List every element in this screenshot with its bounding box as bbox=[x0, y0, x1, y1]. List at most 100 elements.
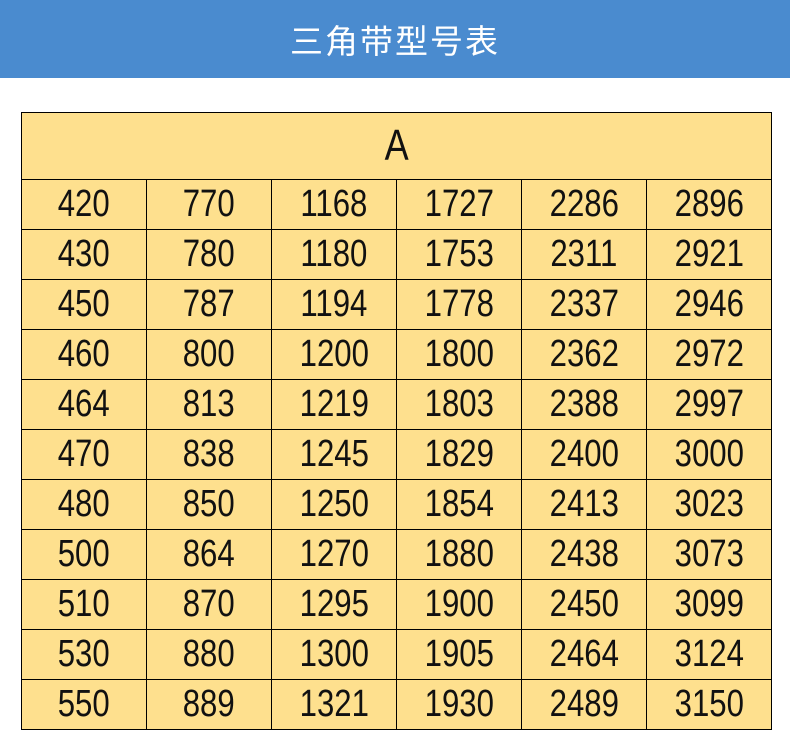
table-cell: 1245 bbox=[271, 429, 397, 480]
table-row: 420 770 1168 1727 2286 2896 bbox=[21, 179, 772, 230]
cell-value: 460 bbox=[58, 333, 110, 375]
table-group-header-row: A bbox=[21, 112, 772, 180]
table-row: 550 889 1321 1930 2489 3150 bbox=[21, 679, 772, 730]
table-cell: 2413 bbox=[521, 479, 647, 530]
cell-value: 550 bbox=[58, 683, 110, 725]
cell-value: 1180 bbox=[300, 233, 368, 275]
table-cell: 1803 bbox=[396, 379, 522, 430]
cell-value: 1800 bbox=[424, 333, 494, 375]
cell-value: 1900 bbox=[424, 583, 494, 625]
cell-value: 1803 bbox=[424, 383, 494, 425]
cell-value: 2450 bbox=[549, 583, 619, 625]
table-cell: 2896 bbox=[646, 179, 772, 230]
table-cell: 889 bbox=[146, 679, 272, 730]
table-cell: 430 bbox=[21, 229, 147, 280]
cell-value: 3124 bbox=[674, 633, 744, 675]
cell-value: 1880 bbox=[424, 533, 494, 575]
table-cell: 464 bbox=[21, 379, 147, 430]
table-cell: 2400 bbox=[521, 429, 647, 480]
page-header: 三角带型号表 bbox=[0, 0, 790, 78]
table-cell: 2489 bbox=[521, 679, 647, 730]
cell-value: 1200 bbox=[299, 333, 369, 375]
cell-value: 480 bbox=[58, 483, 110, 525]
cell-value: 813 bbox=[183, 383, 235, 425]
group-title: A bbox=[384, 121, 409, 170]
table-cell: 3000 bbox=[646, 429, 772, 480]
table-cell: 838 bbox=[146, 429, 272, 480]
table-cell: 2438 bbox=[521, 529, 647, 580]
table-row: 480 850 1250 1854 2413 3023 bbox=[21, 479, 772, 530]
table-row: 470 838 1245 1829 2400 3000 bbox=[21, 429, 772, 480]
table-cell: 2997 bbox=[646, 379, 772, 430]
cell-value: 1753 bbox=[424, 233, 494, 275]
table-cell: 2450 bbox=[521, 579, 647, 630]
cell-value: 1778 bbox=[424, 283, 494, 325]
table-row: 530 880 1300 1905 2464 3124 bbox=[21, 629, 772, 680]
table-cell: 1800 bbox=[396, 329, 522, 380]
cell-value: 1321 bbox=[299, 683, 369, 725]
cell-value: 1194 bbox=[300, 283, 368, 325]
table-cell: 470 bbox=[21, 429, 147, 480]
cell-value: 3023 bbox=[674, 483, 744, 525]
table-cell: 3023 bbox=[646, 479, 772, 530]
cell-value: 2362 bbox=[549, 333, 619, 375]
cell-value: 500 bbox=[58, 533, 110, 575]
table-cell: 800 bbox=[146, 329, 272, 380]
table-cell: 2946 bbox=[646, 279, 772, 330]
table-cell: 2286 bbox=[521, 179, 647, 230]
table-cell: 1753 bbox=[396, 229, 522, 280]
table-cell: 1727 bbox=[396, 179, 522, 230]
table-row: 460 800 1200 1800 2362 2972 bbox=[21, 329, 772, 380]
cell-value: 2286 bbox=[549, 183, 619, 225]
table-cell: 2388 bbox=[521, 379, 647, 430]
table-cell: 2311 bbox=[521, 229, 647, 280]
table-cell: 1854 bbox=[396, 479, 522, 530]
cell-value: 850 bbox=[183, 483, 235, 525]
cell-value: 1930 bbox=[424, 683, 494, 725]
cell-value: 2946 bbox=[674, 283, 744, 325]
table-cell: 1250 bbox=[271, 479, 397, 530]
cell-value: 530 bbox=[58, 633, 110, 675]
table-cell: 780 bbox=[146, 229, 272, 280]
table-cell: 550 bbox=[21, 679, 147, 730]
cell-value: 780 bbox=[183, 233, 235, 275]
cell-value: 880 bbox=[183, 633, 235, 675]
table-cell: 3150 bbox=[646, 679, 772, 730]
table-cell: 500 bbox=[21, 529, 147, 580]
table-cell: 1321 bbox=[271, 679, 397, 730]
table-cell: 870 bbox=[146, 579, 272, 630]
cell-value: 1168 bbox=[300, 183, 368, 225]
cell-value: 470 bbox=[58, 433, 110, 475]
cell-value: 2400 bbox=[549, 433, 619, 475]
table-cell: 1180 bbox=[271, 229, 397, 280]
table-cell: 510 bbox=[21, 579, 147, 630]
table-cell: 2972 bbox=[646, 329, 772, 380]
table-cell: 1168 bbox=[271, 179, 397, 230]
cell-value: 1219 bbox=[299, 383, 369, 425]
table-cell: 1829 bbox=[396, 429, 522, 480]
table-row: 430 780 1180 1753 2311 2921 bbox=[21, 229, 772, 280]
table-cell: 1219 bbox=[271, 379, 397, 430]
table-cell: 1778 bbox=[396, 279, 522, 330]
cell-value: 2921 bbox=[674, 233, 744, 275]
table-cell: 864 bbox=[146, 529, 272, 580]
cell-value: 2413 bbox=[549, 483, 619, 525]
table-cell: 880 bbox=[146, 629, 272, 680]
cell-value: 870 bbox=[183, 583, 235, 625]
cell-value: 2464 bbox=[549, 633, 619, 675]
cell-value: 2489 bbox=[549, 683, 619, 725]
table-cell: 2464 bbox=[521, 629, 647, 680]
cell-value: 2896 bbox=[674, 183, 744, 225]
table-row: 510 870 1295 1900 2450 3099 bbox=[21, 579, 772, 630]
table-cell: 770 bbox=[146, 179, 272, 230]
page-title: 三角带型号表 bbox=[290, 22, 500, 61]
cell-value: 2438 bbox=[549, 533, 619, 575]
table-cell: 2337 bbox=[521, 279, 647, 330]
cell-value: 1300 bbox=[299, 633, 369, 675]
cell-value: 464 bbox=[58, 383, 110, 425]
table-cell: 1200 bbox=[271, 329, 397, 380]
cell-value: 1727 bbox=[424, 183, 494, 225]
cell-value: 770 bbox=[183, 183, 235, 225]
cell-value: 2388 bbox=[549, 383, 619, 425]
cell-value: 510 bbox=[58, 583, 110, 625]
